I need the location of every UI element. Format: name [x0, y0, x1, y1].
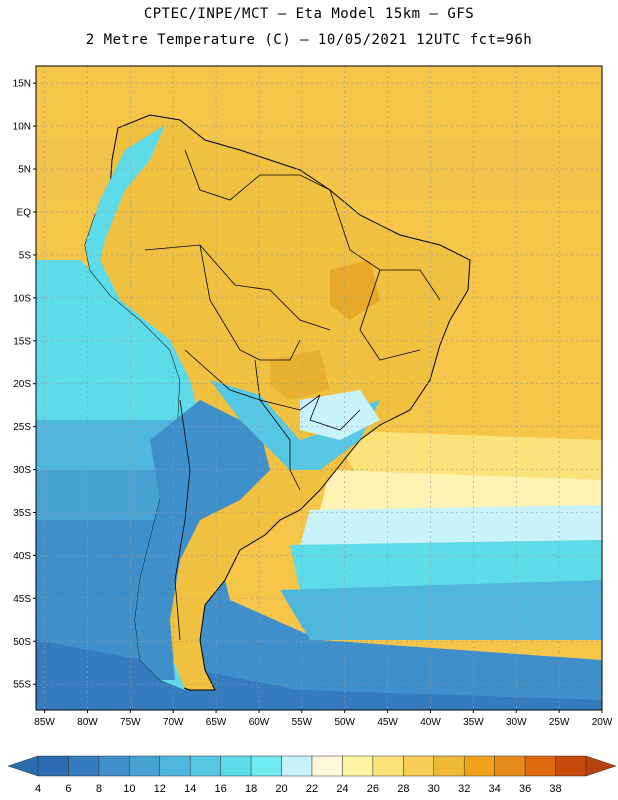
colorbar-label: 20 — [275, 783, 287, 795]
colorbar-label: 34 — [489, 783, 501, 795]
hot-patch-central — [330, 260, 380, 320]
colorbar-label: 14 — [184, 783, 196, 795]
colorbar-label: 32 — [458, 783, 470, 795]
lat-label: 55S — [13, 680, 31, 691]
colorbar-swatch — [403, 755, 435, 777]
colorbar-label: 8 — [96, 783, 102, 795]
lon-label: 55W — [292, 717, 313, 728]
map-subtitle: 2 Metre Temperature (C) – 10/05/2021 12U… — [85, 32, 533, 48]
colorbar-label: 4 — [35, 783, 41, 795]
colorbar-swatch — [433, 755, 465, 777]
lon-label: 70W — [163, 717, 184, 728]
colorbar-label: 30 — [428, 783, 440, 795]
hot-patch-south — [270, 350, 330, 400]
colorbar-label: 26 — [367, 783, 379, 795]
lat-label: 15N — [13, 79, 31, 90]
lat-label: 25S — [13, 422, 31, 433]
atlantic-band4 — [290, 540, 602, 590]
colorbar-label: 18 — [245, 783, 257, 795]
lon-label: 85W — [34, 717, 55, 728]
colorbar-low-arrow — [7, 755, 39, 777]
colorbar-label: 16 — [215, 783, 227, 795]
colorbar-high-arrow — [585, 755, 617, 777]
lon-label: 25W — [549, 717, 570, 728]
gridlines — [36, 66, 602, 710]
patagonia-cold — [135, 400, 270, 680]
colorbar-swatch — [281, 755, 313, 777]
colorbar — [7, 755, 617, 777]
colorbar-swatch — [98, 755, 130, 777]
colorbar-swatch — [159, 755, 191, 777]
colorbar-swatch — [220, 755, 252, 777]
lon-label: 40W — [420, 717, 441, 728]
lon-label: 20W — [592, 717, 613, 728]
map-field — [36, 66, 602, 710]
southeast-cool — [210, 380, 380, 470]
colorbar-labels: 4 6 8 10 12 14 16 18 20 22 24 26 28 30 32 34 36 38 — [35, 783, 562, 795]
lon-label: 80W — [77, 717, 98, 728]
lat-label: 5N — [18, 165, 31, 176]
lon-label: 60W — [249, 717, 270, 728]
colorbar-swatch — [68, 755, 100, 777]
lon-label: 50W — [334, 717, 355, 728]
colorbar-swatch — [555, 755, 587, 777]
atlantic-band2 — [320, 470, 602, 510]
colorbar-label: 12 — [154, 783, 166, 795]
lat-label: 5S — [19, 250, 32, 261]
colorbar-label: 38 — [549, 783, 561, 795]
colorbar-label: 6 — [65, 783, 71, 795]
lat-label: 40S — [13, 551, 31, 562]
lat-label: 35S — [13, 508, 31, 519]
lat-label: 45S — [13, 594, 31, 605]
colorbar-swatch — [37, 755, 69, 777]
colorbar-swatch — [250, 755, 282, 777]
colorbar-swatch — [494, 755, 526, 777]
lat-label: 50S — [13, 637, 31, 648]
country-borders — [144, 149, 441, 641]
lon-label: 35W — [463, 717, 484, 728]
atlantic-band3 — [300, 505, 602, 545]
map-title: CPTEC/INPE/MCT – Eta Model 15km – GFS — [143, 6, 475, 22]
latitude-labels: 15N 10N 5N EQ 5S 10S 15S 20S 25S 30S 35S 40S 45S 50S 5… — [13, 79, 36, 691]
colorbar-swatch — [342, 755, 374, 777]
longitude-labels: 85W 80W 75W 70W 65W 60W 55W 50W 45W 40W 35W 30W 25W 2… — [34, 710, 613, 728]
lon-label: 65W — [206, 717, 227, 728]
colorbar-swatch — [311, 755, 343, 777]
colorbar-swatch — [189, 755, 221, 777]
colorbar-swatch — [372, 755, 404, 777]
colorbar-label: 36 — [519, 783, 531, 795]
southeast-mild — [300, 390, 380, 440]
lat-label: 10N — [13, 122, 31, 133]
lat-label: 20S — [13, 379, 31, 390]
map-frame — [35, 65, 603, 711]
colorbar-swatch — [524, 755, 556, 777]
lat-label: EQ — [17, 207, 32, 218]
colorbar-swatch — [463, 755, 495, 777]
colorbar-swatch — [129, 755, 161, 777]
atlantic-band1 — [330, 430, 602, 480]
lon-label: 30W — [506, 717, 527, 728]
colorbar-label: 28 — [397, 783, 409, 795]
colorbar-label: 10 — [123, 783, 135, 795]
ocean-southern — [36, 640, 602, 710]
colorbar-label: 22 — [306, 783, 318, 795]
lon-label: 75W — [120, 717, 141, 728]
colorbar-label: 24 — [336, 783, 348, 795]
lat-label: 30S — [13, 465, 31, 476]
lat-label: 15S — [13, 336, 31, 347]
lat-label: 10S — [13, 293, 31, 304]
atlantic-band5 — [280, 580, 602, 640]
lon-label: 45W — [377, 717, 398, 728]
